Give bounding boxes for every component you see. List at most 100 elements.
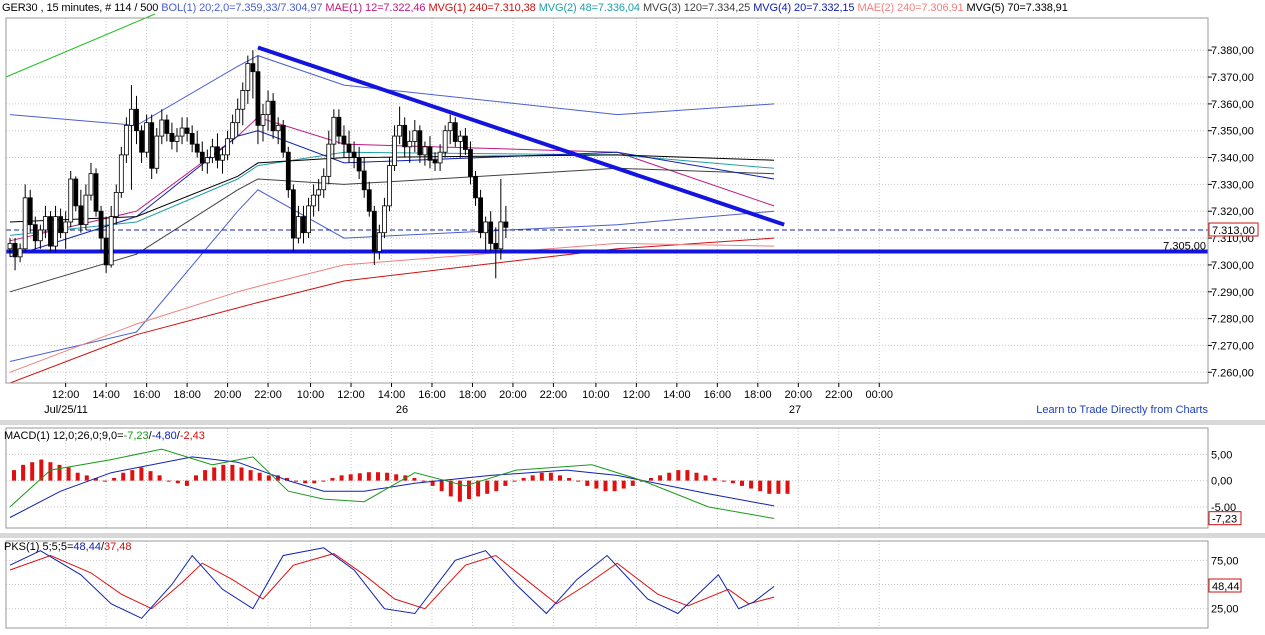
histogram-bar	[275, 475, 280, 481]
x-tick-label: 10:00	[297, 389, 325, 401]
y-tick-label: 7.380,00	[1211, 45, 1254, 57]
y-tick-label: 7.320,00	[1211, 206, 1254, 218]
histogram-bar	[212, 467, 217, 481]
histogram-bar	[412, 478, 417, 481]
y-tick-label: 7.330,00	[1211, 179, 1254, 191]
candle-body	[63, 221, 69, 234]
title-part: MACD(1) 12,0;26,0;9,0=	[4, 430, 124, 442]
histogram-bar	[21, 464, 26, 481]
candle-body	[250, 63, 256, 73]
candle-body	[27, 197, 33, 226]
histogram-bar	[558, 475, 562, 481]
candle-body	[301, 216, 306, 234]
histogram-bar	[685, 470, 690, 481]
histogram-bar	[503, 480, 508, 486]
histogram-bar	[93, 478, 98, 481]
histogram-bar	[366, 472, 371, 481]
candle-body	[296, 216, 301, 239]
candle-body	[473, 175, 478, 199]
candle-body	[493, 243, 499, 250]
candle-body	[108, 216, 114, 266]
candle-body	[103, 237, 109, 266]
histogram-bar	[103, 480, 107, 482]
candle-body	[346, 143, 352, 153]
candle-body	[184, 127, 190, 134]
histogram-bar	[394, 474, 399, 481]
header-item: GER30 , 15 minutes, # 114 / 500	[2, 2, 159, 14]
x-tick-label: 18:00	[459, 389, 487, 401]
candle-body	[204, 157, 210, 164]
candle-body	[321, 175, 327, 191]
candle-body	[422, 146, 428, 156]
candle-body	[498, 221, 504, 250]
candle-body	[83, 194, 89, 226]
x-tick-label: 18:00	[744, 389, 772, 401]
panel-divider	[0, 533, 1265, 538]
candle-body	[316, 189, 322, 196]
candle-body	[22, 197, 28, 250]
x-tick-label: 12:00	[623, 389, 651, 401]
candle-body	[58, 216, 63, 234]
y-tick-label: 5,00	[1211, 449, 1232, 461]
histogram-bar	[357, 473, 362, 481]
candle-body	[275, 124, 281, 132]
y-tick-label: 0,00	[1211, 476, 1232, 488]
title-part: /	[176, 430, 180, 442]
candle-body	[68, 178, 74, 223]
overlay-line	[9, 55, 775, 126]
x-tick-label: 20:00	[785, 389, 813, 401]
candle-body	[169, 133, 175, 142]
price-label-box	[1208, 222, 1259, 237]
histogram-bar	[576, 480, 581, 482]
histogram-bar	[321, 480, 326, 482]
candle-body	[37, 229, 43, 242]
candle-body	[336, 116, 342, 137]
header-item: MVG(5) 70=7.338,91	[966, 2, 1068, 14]
histogram-bar	[230, 464, 235, 481]
histogram-bar	[612, 480, 617, 492]
candle-body	[7, 243, 13, 250]
candle-body	[260, 114, 266, 126]
x-tick-label: 20:00	[499, 389, 527, 401]
histogram-bar	[785, 480, 790, 494]
histogram-bar	[485, 480, 490, 494]
y-tick-label: -5,00	[1211, 502, 1236, 514]
histogram-bar	[567, 478, 572, 481]
candle-body	[123, 124, 129, 156]
x-tick-label: 14:00	[92, 389, 120, 401]
candle-body	[285, 151, 291, 191]
candle-body	[113, 192, 119, 218]
overlay-line	[9, 237, 775, 384]
candle-body	[417, 130, 423, 156]
histogram-bar	[130, 470, 135, 481]
y-tick-label: 7.370,00	[1211, 72, 1254, 84]
histogram-bar	[767, 480, 772, 494]
candle-body	[265, 100, 271, 116]
stochastic-panel	[9, 547, 775, 619]
histogram-bar	[285, 478, 289, 481]
x-tick-label: 16:00	[418, 389, 446, 401]
candle-body	[230, 122, 236, 140]
histogram-bar	[348, 474, 353, 481]
histogram-bar	[139, 467, 144, 481]
histogram-bar	[66, 467, 71, 481]
green-trend-line	[5, 13, 156, 78]
candle-body	[209, 146, 215, 158]
learn-to-trade-link[interactable]: Learn to Trade Directly from Charts	[1036, 404, 1208, 416]
candle-body	[306, 205, 311, 234]
header-item: MAE(2) 240=7.306,91	[857, 2, 964, 14]
candle-body	[290, 189, 296, 239]
histogram-bar	[439, 480, 444, 492]
histogram-bar	[667, 472, 672, 481]
price-label: 7.305,00	[1163, 240, 1206, 252]
candle-body	[452, 122, 458, 142]
candle-body	[488, 221, 494, 244]
candle-body	[118, 154, 124, 193]
candle-body	[98, 210, 104, 239]
candle-body	[174, 135, 180, 142]
candle-body	[179, 127, 185, 137]
x-tick-label: 00:00	[865, 389, 893, 401]
candle-body	[382, 205, 387, 234]
histogram-bar	[430, 480, 435, 486]
